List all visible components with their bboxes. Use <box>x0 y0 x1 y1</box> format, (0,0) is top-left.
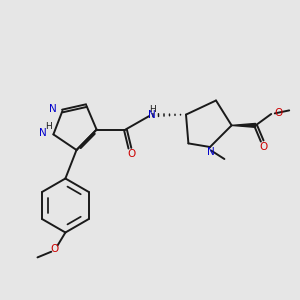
Text: H: H <box>45 122 52 131</box>
Text: N: N <box>49 104 56 115</box>
Text: O: O <box>275 107 283 118</box>
Text: O: O <box>50 244 58 254</box>
Text: H: H <box>149 105 156 114</box>
Text: N: N <box>148 110 155 120</box>
Text: N: N <box>207 147 214 158</box>
Text: O: O <box>127 148 136 159</box>
Text: N: N <box>39 128 47 138</box>
Text: O: O <box>259 142 267 152</box>
Polygon shape <box>232 124 256 127</box>
